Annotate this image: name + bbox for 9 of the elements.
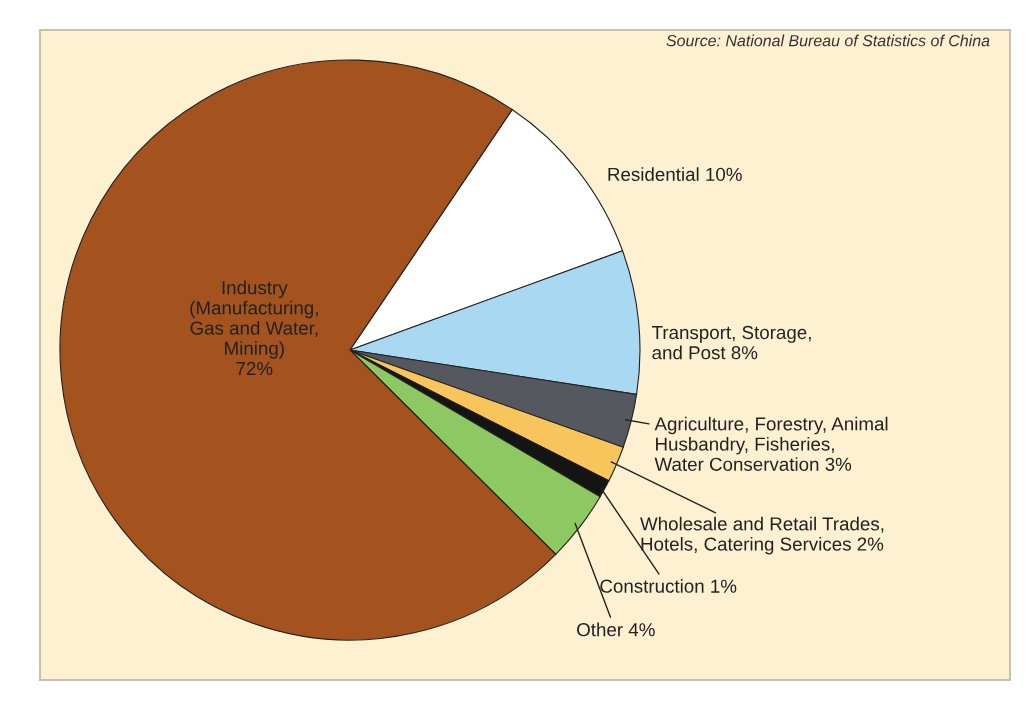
- slice-label: Transport, Storage, and Post 8%: [652, 325, 811, 360]
- slice-label: Residential 10%: [608, 167, 742, 182]
- slice-label: Wholesale and Retail Trades, Hotels, Catering Services 2%: [640, 516, 884, 555]
- source-note: Source: National Bureau of Statistics of China: [666, 34, 990, 47]
- slice-label: Industry (Manufacturing, Gas and Water, Mining): [190, 280, 318, 359]
- slice-label: Agriculture, Forestry, Animal Husbandry, Fisheries, Water Conservation 3%: [654, 416, 888, 471]
- slice-label: Other 4%: [577, 622, 655, 637]
- data-label: 72%: [236, 361, 273, 376]
- slice-label: Construction 1%: [600, 579, 737, 593]
